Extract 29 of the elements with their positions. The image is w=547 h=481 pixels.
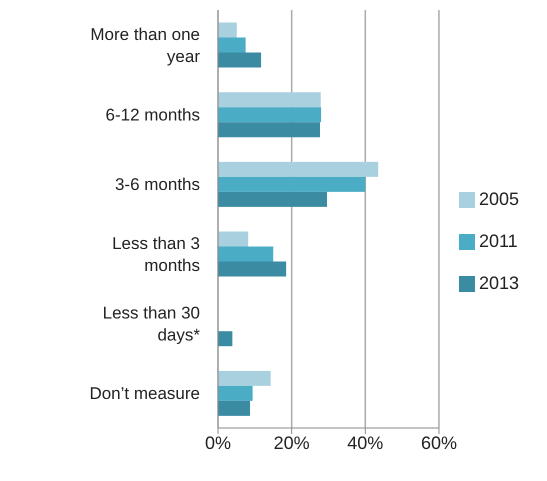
- x-tick-label: 40%: [347, 432, 384, 453]
- bar: [218, 92, 321, 108]
- bar: [218, 262, 286, 277]
- bar: [218, 52, 262, 68]
- x-tick-label: 20%: [274, 432, 310, 453]
- y-tick-label: Less than 3 months: [112, 233, 200, 274]
- bar: [218, 370, 271, 386]
- legend-label: 2013: [478, 272, 519, 292]
- y-tick-label: More than one year: [90, 24, 200, 66]
- x-tick-label: 0%: [204, 432, 232, 453]
- bar: [218, 232, 248, 247]
- bar: [218, 162, 378, 177]
- y-tick-label: 3-6 months: [114, 174, 200, 194]
- bar: [218, 386, 253, 401]
- legend-label: 2011: [478, 230, 518, 250]
- bar: [218, 246, 274, 262]
- bar: [218, 38, 246, 53]
- bar: [218, 331, 232, 346]
- bar: [218, 400, 250, 416]
- x-tick-label: 60%: [420, 432, 457, 453]
- legend-label: 2005: [478, 188, 519, 208]
- y-tick-label: 6-12 months: [106, 105, 200, 124]
- bar: [218, 107, 322, 122]
- bar: [218, 176, 366, 192]
- bar: [218, 192, 328, 207]
- bar: [218, 122, 320, 138]
- y-tick-label: Don’t measure: [89, 384, 200, 403]
- y-tick-label: Less than 30 days*: [102, 303, 200, 344]
- bar: [218, 22, 237, 38]
